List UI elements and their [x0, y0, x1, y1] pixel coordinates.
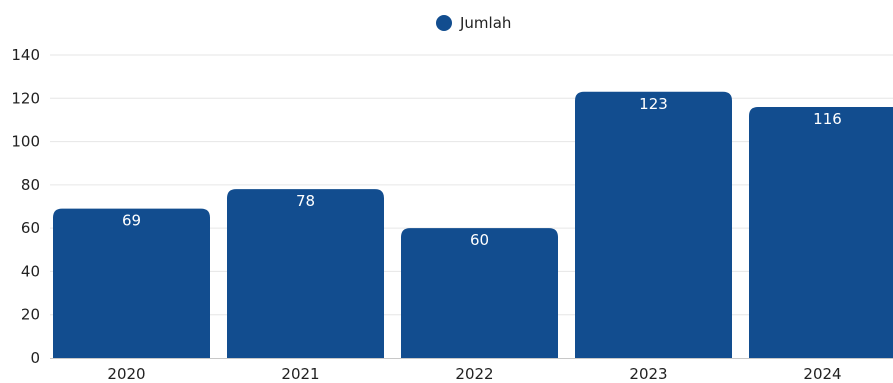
- y-tick-label: 60: [21, 219, 40, 237]
- y-tick-label: 80: [21, 176, 40, 194]
- y-tick-label: 140: [11, 46, 40, 64]
- x-tick-label: 2021: [281, 365, 319, 383]
- data-label: 78: [296, 192, 315, 210]
- data-label: 123: [639, 95, 668, 113]
- bar[interactable]: [401, 228, 558, 358]
- y-axis-ticks: 0 20 40 60 80 100 120 140: [11, 46, 40, 367]
- data-label: 116: [813, 110, 842, 128]
- legend[interactable]: Jumlah: [436, 14, 511, 32]
- bar[interactable]: [227, 189, 384, 358]
- bars: 69 78 60 123 116: [53, 91, 893, 359]
- y-tick-label: 40: [21, 262, 40, 280]
- bar[interactable]: [53, 208, 210, 358]
- y-tick-label: 120: [11, 89, 40, 107]
- bar[interactable]: [749, 106, 893, 358]
- y-tick-label: 100: [11, 133, 40, 151]
- y-tick-label: 20: [21, 306, 40, 324]
- legend-swatch: [436, 15, 452, 31]
- data-label: 60: [470, 231, 489, 249]
- data-label: 69: [122, 212, 141, 230]
- x-tick-label: 2023: [629, 365, 667, 383]
- x-tick-label: 2020: [107, 365, 145, 383]
- x-tick-label: 2024: [803, 365, 841, 383]
- x-axis-ticks: 2020 2021 2022 2023 2024: [107, 365, 841, 383]
- bar[interactable]: [575, 91, 732, 359]
- legend-label: Jumlah: [459, 14, 511, 32]
- y-tick-label: 0: [30, 349, 40, 367]
- x-tick-label: 2022: [455, 365, 493, 383]
